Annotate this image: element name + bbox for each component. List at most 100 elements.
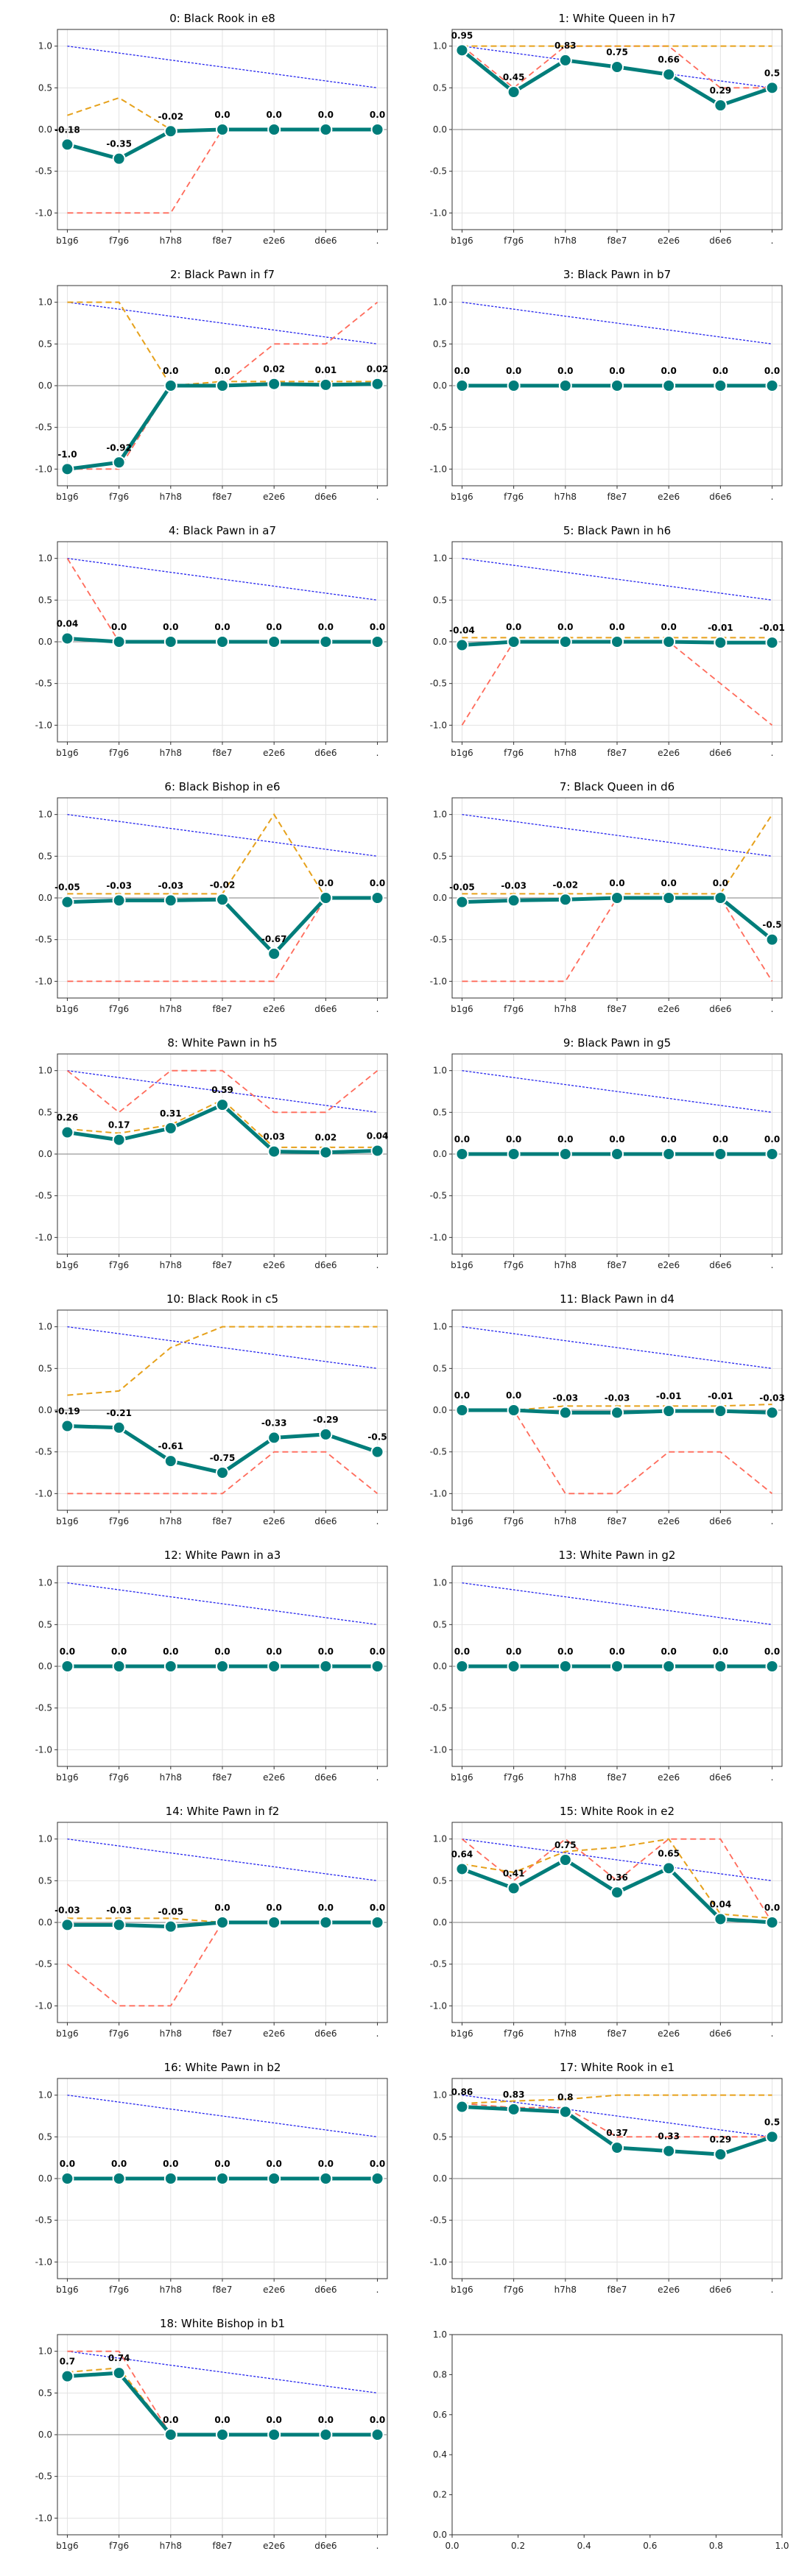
y-tick-label: 0.0 (38, 2173, 52, 2184)
upper-series-line (67, 1099, 378, 1148)
y-tick-label: -1.0 (35, 464, 52, 474)
data-label: 0.0 (318, 110, 334, 120)
x-tick-label: . (376, 492, 379, 502)
data-point (163, 124, 177, 138)
data-label: 0.0 (609, 366, 624, 376)
x-tick-label: f7g6 (109, 1516, 129, 1526)
upper-series-line (67, 1326, 378, 1396)
y-tick-label: -0.5 (430, 422, 447, 433)
data-point (216, 1466, 229, 1479)
x-tick-label: b1g6 (451, 236, 473, 246)
x-tick-label: e2e6 (263, 2285, 285, 2295)
y-tick-label: 0.0 (38, 1661, 52, 1671)
y-tick-label: -0.5 (430, 1703, 447, 1713)
decay-series-line (67, 1070, 378, 1113)
data-point (319, 2428, 333, 2441)
y-tick-label: 0.5 (38, 339, 52, 349)
data-label: 0.86 (451, 2087, 473, 2098)
empty-subplot: 0.0 0.2 0.4 0.6 0.8 1.0 0.0 0.2 0.4 0.6 0.8 1.0 (433, 2329, 789, 2551)
x-tick-label: f8e7 (213, 2541, 233, 2551)
y-tick-label: -0.5 (430, 1191, 447, 1201)
data-label: 0.0 (454, 1390, 470, 1401)
lower-series-line (67, 1451, 378, 1495)
subplot-title: 5: Black Pawn in h6 (563, 524, 671, 537)
data-point (370, 377, 384, 391)
y-tick-label: -1.0 (35, 1488, 52, 1498)
data-label: 0.0 (506, 366, 521, 376)
data-label: 0.0 (764, 1646, 780, 1657)
data-point (765, 2130, 779, 2144)
data-label: 0.29 (710, 85, 732, 96)
y-tick-label: -0.5 (35, 2215, 52, 2226)
x-tick-label: h7h8 (554, 748, 577, 758)
data-label: 0.0 (111, 1646, 127, 1657)
subplot-title: 9: Black Pawn in g5 (563, 1036, 671, 1050)
x-tick-label: f7g6 (109, 2285, 129, 2295)
y-tick-label: 0.4 (433, 2449, 447, 2460)
data-point (163, 2172, 177, 2185)
data-point (319, 2172, 333, 2185)
data-label: -0.02 (210, 880, 236, 890)
data-label: 0.36 (606, 1872, 628, 1883)
data-label: 0.0 (506, 1390, 521, 1401)
data-point (112, 1133, 126, 1147)
data-point (60, 895, 74, 909)
y-tick-label: -1.0 (35, 2513, 52, 2523)
y-tick-label: 0.5 (433, 595, 447, 605)
data-point (507, 894, 521, 907)
x-tick-label: f8e7 (608, 2028, 627, 2039)
x-tick-label: h7h8 (554, 2285, 577, 2295)
data-label: 0.02 (315, 1133, 337, 1143)
data-point (112, 894, 126, 907)
x-tick-label: e2e6 (658, 1516, 680, 1526)
data-point (662, 891, 676, 905)
lower-series-line (67, 897, 378, 983)
y-tick-label: 0.0 (38, 1149, 52, 1159)
data-point (507, 1404, 521, 1417)
y-tick-label: -1.0 (430, 1744, 447, 1755)
data-point (267, 2428, 281, 2441)
data-point (455, 1660, 469, 1673)
data-point (216, 379, 229, 392)
data-point (558, 379, 572, 392)
x-tick-label: h7h8 (160, 1772, 182, 1783)
data-label: 0.0 (370, 622, 385, 632)
data-label: 0.0 (111, 2159, 127, 2169)
data-label: 0.0 (214, 2415, 230, 2425)
data-label: 0.0 (267, 2415, 282, 2425)
y-tick-label: 0.5 (38, 1875, 52, 1886)
x-tick-label: b1g6 (451, 2285, 473, 2295)
x-tick-label: b1g6 (56, 748, 79, 758)
data-label: 0.8 (557, 2092, 573, 2102)
decay-series-line (67, 1839, 378, 1881)
data-label: 0.0 (318, 878, 334, 888)
data-point (216, 1660, 229, 1673)
decay-series-line (462, 2095, 772, 2137)
x-tick-label: . (771, 492, 774, 502)
x-tick-label: f8e7 (213, 748, 233, 758)
y-tick-label: -1.0 (430, 1488, 447, 1498)
data-point (267, 1660, 281, 1673)
x-tick-label: d6e6 (709, 2285, 731, 2295)
decay-series-line (67, 46, 378, 88)
x-tick-label: . (376, 1260, 379, 1270)
data-point (112, 2172, 126, 2185)
x-tick-label: 0.6 (643, 2541, 657, 2551)
subplot-title: 17: White Rook in e1 (560, 2061, 675, 2074)
y-tick-label: 0.0 (38, 381, 52, 391)
y-tick-label: -1.0 (430, 208, 447, 218)
data-point (610, 891, 624, 905)
data-label: 0.59 (211, 1085, 233, 1095)
data-label: 0.17 (108, 1120, 130, 1130)
decay-series-line (67, 1326, 378, 1369)
subplot-title: 4: Black Pawn in a7 (169, 524, 276, 537)
data-point (558, 1660, 572, 1673)
y-tick-label: 0.0 (433, 2530, 447, 2540)
data-point (267, 1144, 281, 1158)
x-tick-label: . (376, 1772, 379, 1783)
data-label: 0.83 (554, 40, 577, 51)
x-tick-label: f8e7 (213, 1772, 233, 1783)
x-tick-label: . (771, 236, 774, 246)
x-tick-label: . (771, 1260, 774, 1270)
data-point (765, 636, 779, 650)
